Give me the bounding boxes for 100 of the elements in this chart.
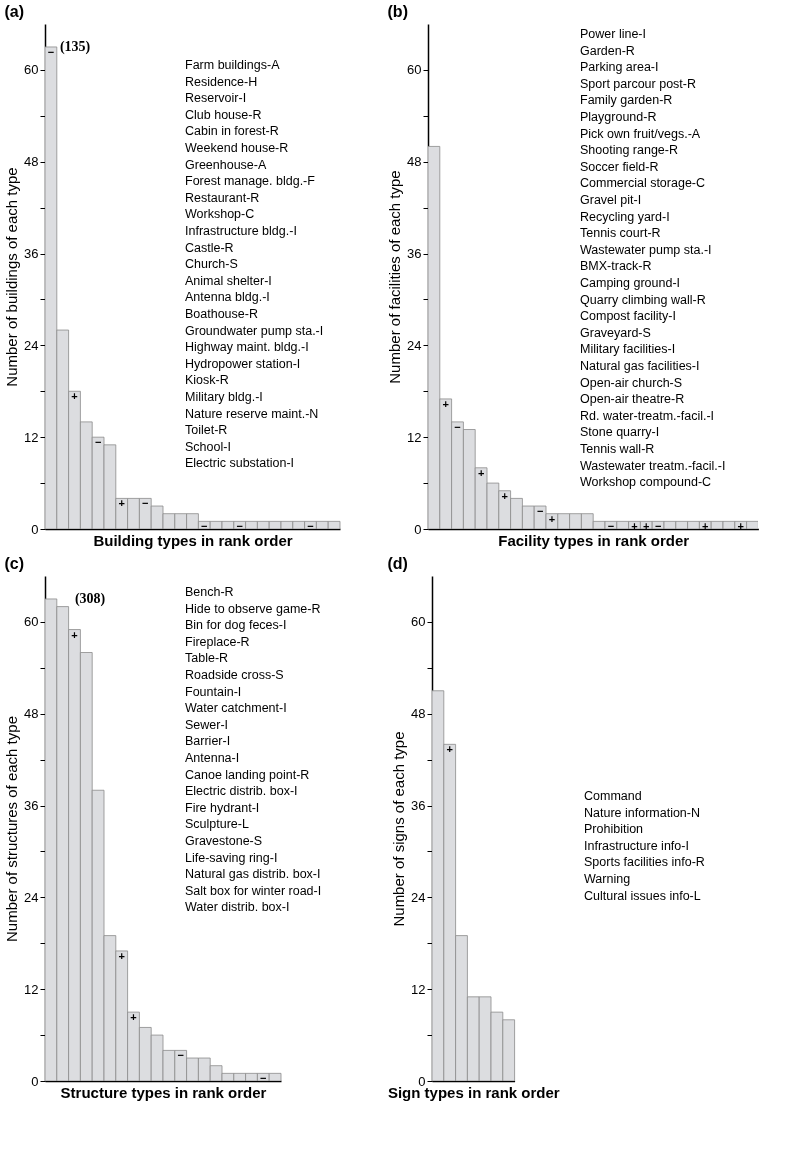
annotation: Tennis wall-R xyxy=(580,442,655,456)
text: Nature information-N xyxy=(584,805,701,820)
annotation: Military bldg.-I xyxy=(185,390,263,404)
y-tick-label: 60 xyxy=(411,614,426,630)
annotation: Parking area-I xyxy=(580,60,659,75)
y-tick-label: 0 xyxy=(31,1073,39,1089)
y-tick-label: 12 xyxy=(407,429,422,445)
data-label: − xyxy=(536,505,544,518)
data-label: + xyxy=(446,743,453,756)
y-tick-label: 0 xyxy=(31,521,39,537)
chart-title: (a) xyxy=(4,3,25,20)
annotation: Water distrib. box-I xyxy=(185,900,290,915)
annotation: Toilet-R xyxy=(185,423,228,438)
annotation: Gravestone-S xyxy=(185,834,263,848)
annotation: Workshop-C xyxy=(185,207,255,222)
y-tick-label: 24 xyxy=(407,337,422,353)
annotation: Sewer-I xyxy=(185,717,229,732)
y-tick-label: 24 xyxy=(411,889,426,905)
text: Cultural issues info-L xyxy=(584,888,701,903)
annotation: Roadside cross-S xyxy=(185,668,284,682)
annotation: Fire hydrant-I xyxy=(185,800,260,815)
data-label: − xyxy=(654,520,662,533)
annotation: Military facilities-I xyxy=(580,342,676,357)
annotation: Infrastructure bldg.-I xyxy=(185,224,297,238)
annotation: Kiosk-R xyxy=(185,373,229,388)
annotation: Residence-H xyxy=(185,74,258,89)
annotation: Pick own fruit/vegs.-A xyxy=(580,126,701,141)
annotation: Life-saving ring-I xyxy=(185,850,278,865)
annotation: Greenhouse-A xyxy=(185,157,267,172)
data-label: + xyxy=(71,390,78,403)
data-label: − xyxy=(607,520,615,533)
annotation: Sport parcour post-R xyxy=(580,76,697,91)
annotation: Gravel pit-I xyxy=(580,193,642,207)
y-tick-label: 60 xyxy=(407,62,422,78)
annotation: Garden-R xyxy=(580,43,635,58)
y-tick-label: 0 xyxy=(414,521,422,537)
annotation: Soccer field-R xyxy=(580,159,659,174)
annotation: Antenna bldg.-I xyxy=(185,290,270,305)
annotation: Forest manage. bldg.-F xyxy=(185,174,316,189)
annotation: Weekend house-R xyxy=(185,141,289,155)
y-axis-title: Number of signs of each type xyxy=(390,731,408,927)
data-label: + xyxy=(631,520,638,533)
annotation: Power line-I xyxy=(580,27,646,41)
y-tick-label: 60 xyxy=(24,614,39,630)
data-label: + xyxy=(477,466,485,479)
annotation: Playground-R xyxy=(580,110,657,124)
y-tick-label: 48 xyxy=(24,154,39,170)
data-label: − xyxy=(177,1049,184,1062)
annotation: BMX-track-R xyxy=(580,259,652,274)
text: Prohibition xyxy=(584,822,644,837)
data-label: + xyxy=(130,1011,137,1024)
annotation: Tennis court-R xyxy=(580,226,661,241)
data-label: + xyxy=(71,628,78,641)
annotation: Table-R xyxy=(185,651,229,666)
annotation: Fireplace-R xyxy=(185,634,250,649)
annotation: Graveyard-S xyxy=(580,325,651,340)
x-axis-title: Building types in rank order xyxy=(93,531,293,549)
x-axis-title: Structure types in rank order xyxy=(60,1083,267,1101)
y-tick-label: 48 xyxy=(407,154,422,170)
data-label: + xyxy=(702,520,709,533)
annotation: Recycling yard-I xyxy=(580,209,670,224)
annotation: Water catchment-I xyxy=(185,701,287,716)
annotation: Church-S xyxy=(185,257,238,272)
data-label: + xyxy=(118,949,125,962)
y-tick-label: 36 xyxy=(411,798,426,814)
annotation: Fountain-I xyxy=(185,684,242,699)
data-label: − xyxy=(201,520,208,533)
annotation: Hydropower station-I xyxy=(185,356,301,371)
y-tick-label: 60 xyxy=(24,62,39,78)
annotation: Shooting range-R xyxy=(580,143,678,158)
annotation: Electric substation-I xyxy=(185,456,295,471)
annotation: Electric distrib. box-I xyxy=(185,784,298,799)
annotation: Animal shelter-I xyxy=(185,273,272,288)
y-tick-label: 36 xyxy=(24,246,39,262)
annotation: Castle-R xyxy=(185,240,234,255)
annotation: Club house-R xyxy=(185,107,262,122)
annotation: Natural gas facilities-I xyxy=(580,359,700,373)
annotation: Camping ground-I xyxy=(580,276,681,290)
annotation: Workshop compound-C xyxy=(580,475,712,490)
y-tick-label: 24 xyxy=(24,889,39,905)
annotation: Open-air church-S xyxy=(580,375,683,390)
y-axis-title: Number of structures of each type xyxy=(3,716,21,942)
annotation: Wastewater treatm.-facil.-I xyxy=(580,458,726,473)
annotation: Highway maint. bldg.-I xyxy=(185,340,309,355)
y-axis-title: Number of buildings of each type xyxy=(3,167,21,387)
y-tick-label: 48 xyxy=(24,706,39,722)
data-label: + xyxy=(118,497,125,510)
text: Sports facilities info-R xyxy=(584,855,705,870)
annotation: Salt box for winter road-I xyxy=(185,883,322,898)
annotation: Nature reserve maint.-N xyxy=(185,406,319,421)
chart-title: (b) xyxy=(387,3,408,20)
annotation: Sculpture-L xyxy=(185,817,249,832)
annotation: School-I xyxy=(185,439,231,454)
annotation: Stone quarry-I xyxy=(580,425,660,440)
y-tick-label: 24 xyxy=(24,337,39,353)
annotation: (135) xyxy=(59,38,91,55)
data-label: − xyxy=(94,436,102,449)
annotation: (308) xyxy=(74,590,106,607)
data-label: + xyxy=(737,520,744,533)
y-tick-label: 36 xyxy=(24,798,39,814)
